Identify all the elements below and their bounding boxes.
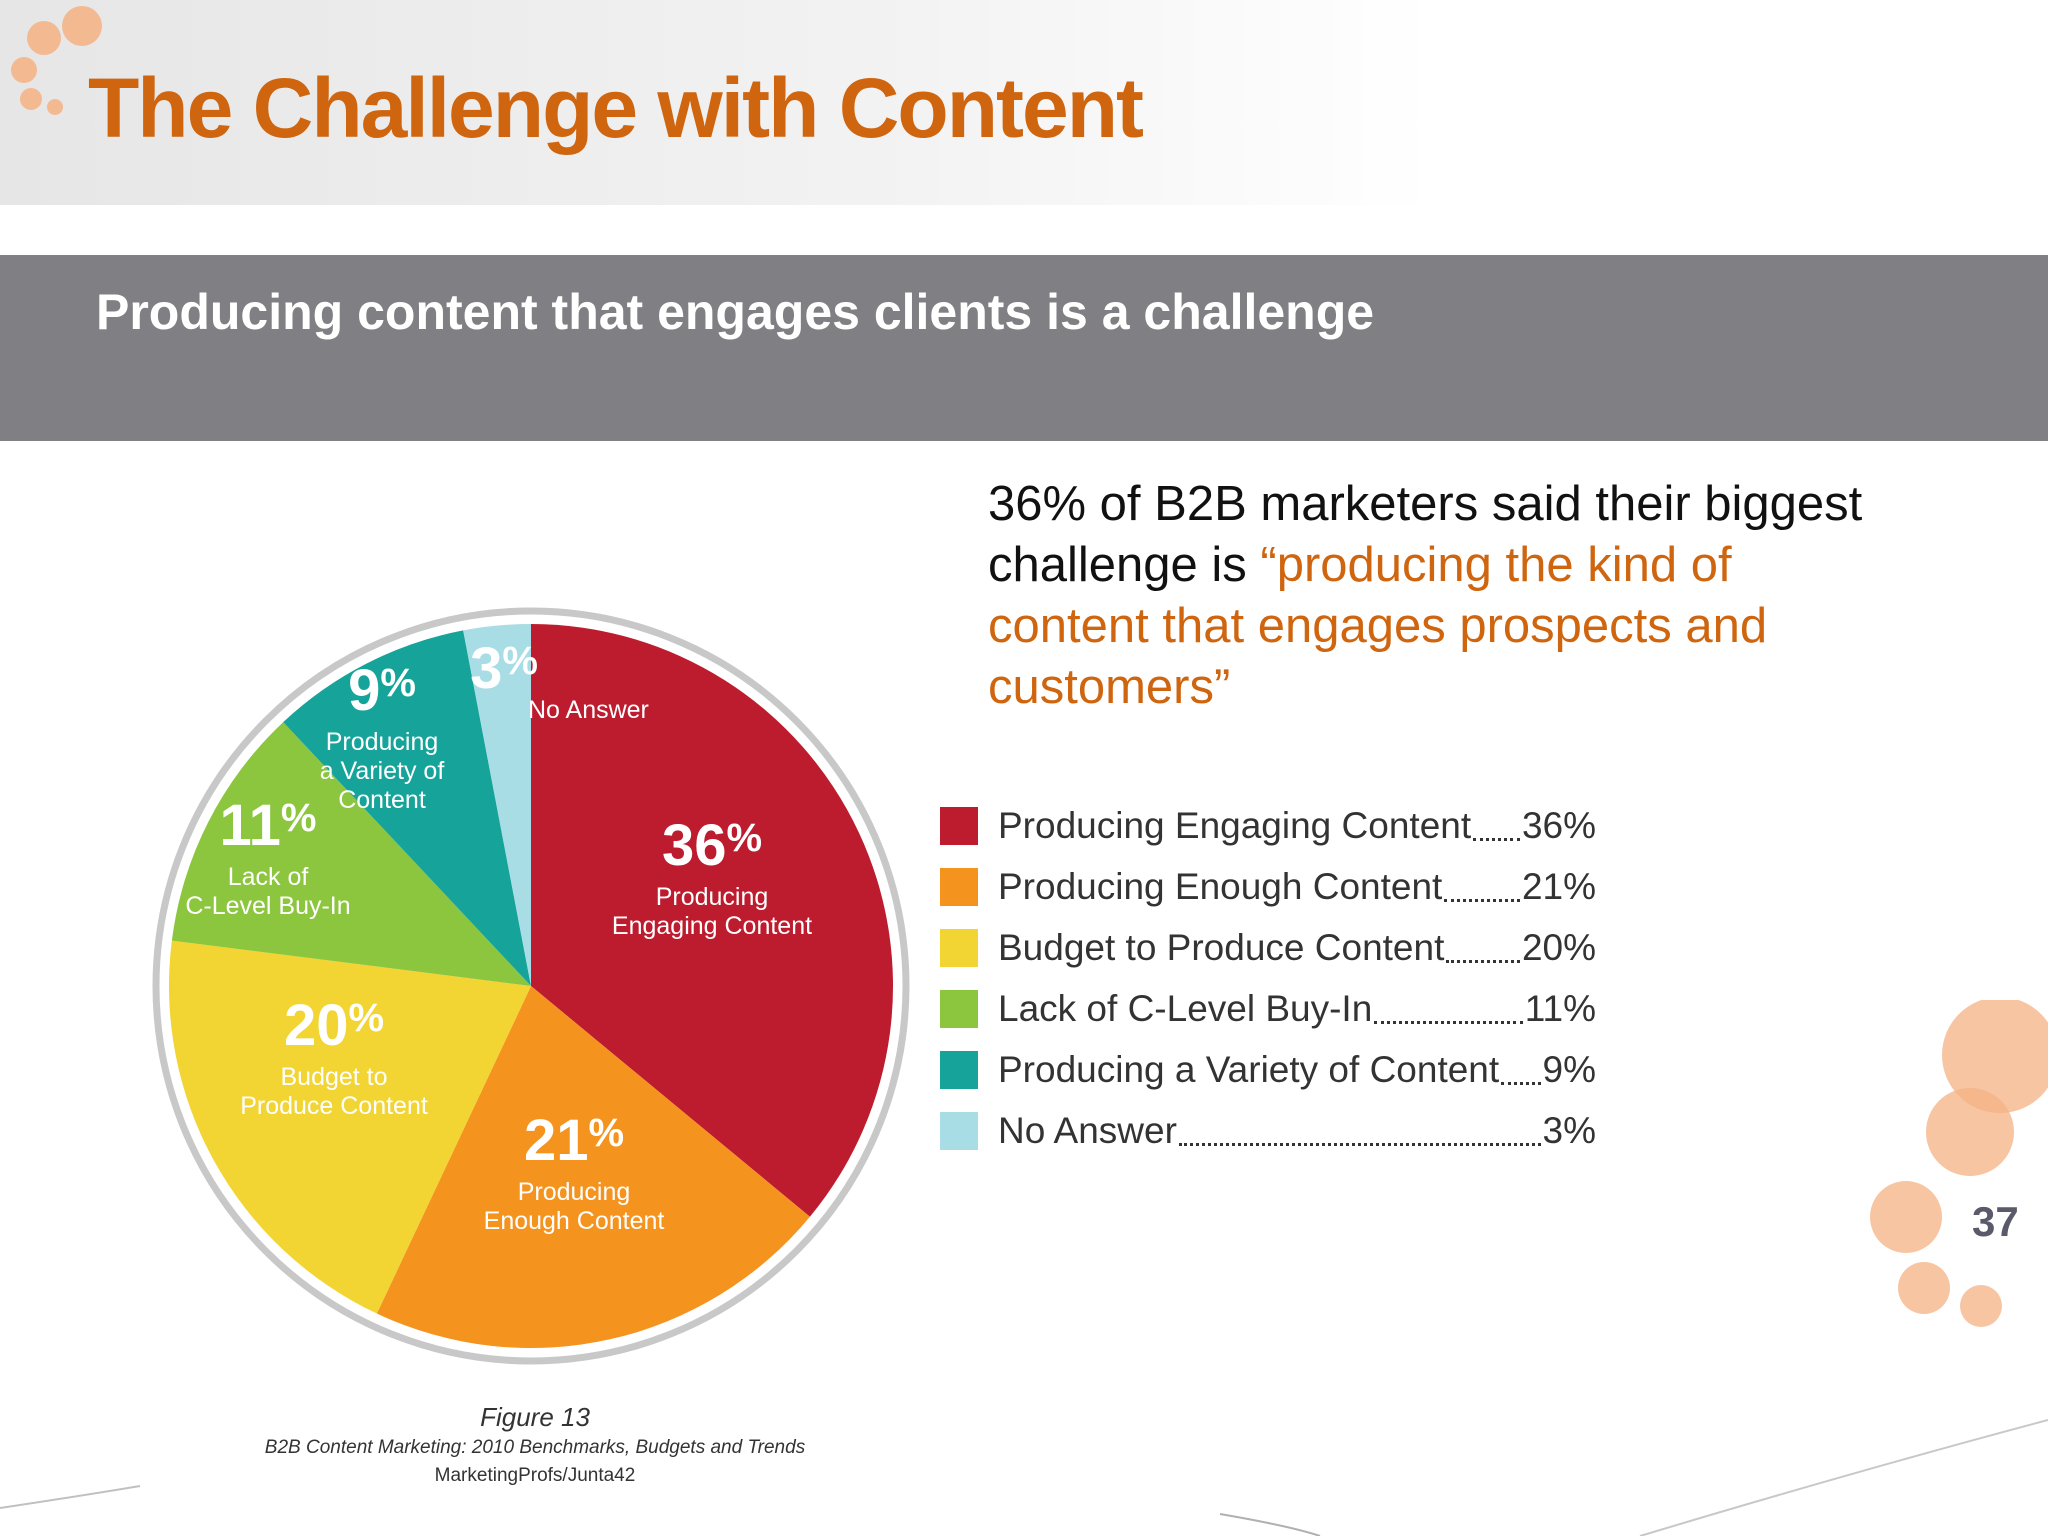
page-number: 37 xyxy=(1972,1198,2019,1245)
pie-category-label-engaging: Producing xyxy=(656,883,769,911)
legend-leader-dots xyxy=(1473,802,1520,841)
pie-category-label-variety: Producing xyxy=(326,728,439,756)
pie-category-label-enough: Enough Content xyxy=(484,1207,665,1235)
quote-highlight: “producing the kind of content that enga… xyxy=(988,538,1768,714)
pie-category-label-budget: Produce Content xyxy=(240,1092,428,1120)
legend-label: Producing a Variety of Content xyxy=(998,1048,1500,1090)
legend-label: Producing Engaging Content xyxy=(998,804,1472,846)
decor-dots-right xyxy=(1870,1000,2048,1327)
subtitle-band xyxy=(0,255,2048,441)
legend-leader-dots xyxy=(1446,924,1520,963)
decor-dots-top-left xyxy=(11,6,102,115)
legend-swatch xyxy=(940,989,978,1028)
pie-slice-budget xyxy=(168,940,531,1314)
quote-text: 36% of B2B marketers said their biggest … xyxy=(988,474,1888,718)
legend-item-budget: Budget to Produce Content 20% xyxy=(940,917,1620,978)
legend-label: No Answer xyxy=(998,1109,1177,1151)
legend-leader-dots xyxy=(1178,1107,1541,1146)
legend-leader-dots xyxy=(1444,863,1520,902)
pie-slice-engaging xyxy=(531,624,893,1217)
title-band xyxy=(0,0,2048,205)
legend-item-no-answer: No Answer 3% xyxy=(940,1100,1620,1161)
legend-label: Producing Enough Content xyxy=(998,865,1443,907)
legend-swatch xyxy=(940,928,978,967)
pie-slice-buy-in xyxy=(171,722,531,986)
pie-pct-label-variety: 9% xyxy=(348,658,416,723)
legend-value: 20% xyxy=(1521,926,1596,968)
legend-value: 3% xyxy=(1542,1109,1596,1151)
pie-category-label-enough: Producing xyxy=(518,1178,631,1206)
pie-slice-variety xyxy=(283,630,531,986)
pie-pct-label-enough: 21% xyxy=(524,1108,624,1173)
legend-value: 21% xyxy=(1521,865,1596,907)
legend-leader-dots xyxy=(1374,985,1523,1024)
legend-value: 36% xyxy=(1521,804,1596,846)
pie-category-label-buy-in: Lack of xyxy=(228,863,309,891)
legend-value: 9% xyxy=(1542,1048,1596,1090)
legend-item-enough: Producing Enough Content 21% xyxy=(940,856,1620,917)
pie-pct-label-budget: 20% xyxy=(284,993,384,1058)
legend-label: Budget to Produce Content xyxy=(998,926,1445,968)
figure-source-line-2: MarketingProfs/Junta42 xyxy=(434,1465,636,1486)
figure-source-line-1: B2B Content Marketing: 2010 Benchmarks, … xyxy=(264,1437,806,1458)
figure-number: Figure 13 xyxy=(480,1402,590,1432)
pie-pct-label-no-answer: 3% xyxy=(470,636,538,701)
pie-slice-enough xyxy=(376,986,810,1348)
legend-swatch xyxy=(940,1111,978,1150)
legend-item-engaging: Producing Engaging Content 36% xyxy=(940,795,1620,856)
chart-legend: Producing Engaging Content 36% Producing E… xyxy=(940,795,1620,1161)
legend-item-variety: Producing a Variety of Content 9% xyxy=(940,1039,1620,1100)
pie-category-label-variety: Content xyxy=(338,786,426,814)
figure-caption: Figure 13 B2B Content Marketing: 2010 Be… xyxy=(250,1400,820,1490)
legend-leader-dots xyxy=(1501,1046,1541,1085)
legend-swatch xyxy=(940,806,978,845)
pie-pct-label-buy-in: 11% xyxy=(220,793,317,858)
legend-item-buy-in: Lack of C-Level Buy-In 11% xyxy=(940,978,1620,1039)
pie-slice-no-answer xyxy=(463,624,531,986)
pie-category-label-variety: a Variety of xyxy=(320,757,445,785)
legend-value: 11% xyxy=(1524,987,1596,1029)
slide-title: The Challenge with Content xyxy=(88,61,1144,155)
legend-swatch xyxy=(940,1050,978,1089)
pie-category-label-budget: Budget to xyxy=(280,1063,387,1091)
pie-category-label-engaging: Engaging Content xyxy=(612,912,812,940)
quote-plain: 36% of B2B marketers said their biggest … xyxy=(988,477,1863,592)
slide-subtitle: Producing content that engages clients i… xyxy=(96,284,1375,340)
legend-swatch xyxy=(940,867,978,906)
pie-category-label-buy-in: C-Level Buy-In xyxy=(185,892,350,920)
legend-label: Lack of C-Level Buy-In xyxy=(998,987,1373,1029)
pie-category-label-no-answer: No Answer xyxy=(528,696,649,724)
pie-pct-label-engaging: 36% xyxy=(662,813,762,878)
